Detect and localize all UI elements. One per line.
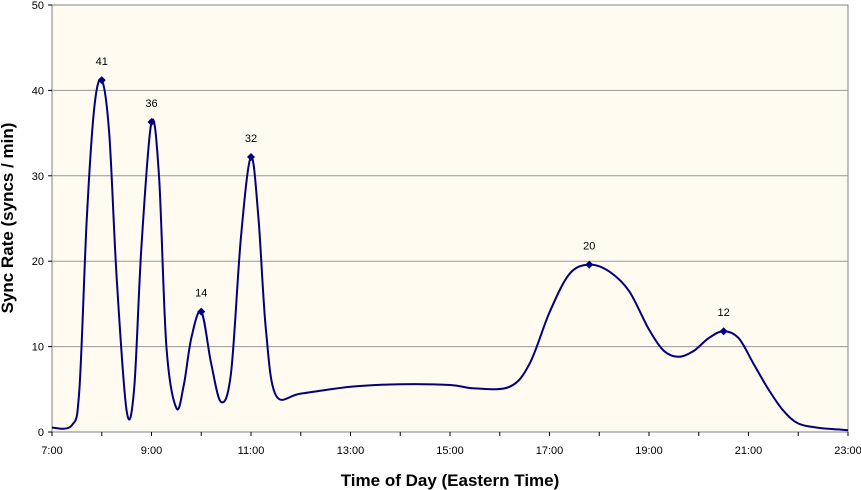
plot-area [51,4,849,433]
data-point-marker [197,307,206,316]
y-tick-label: 0 [38,427,44,439]
y-axis-title: Sync Rate (syncs / min) [0,123,17,314]
data-point-marker [97,76,106,85]
data-point-marker [147,117,156,126]
x-axis-title: Time of Day (Eastern Time) [341,471,560,490]
data-label: 32 [245,133,257,145]
data-label: 12 [718,307,730,319]
data-markers: 41 36 14 32 20 12 [96,56,730,336]
x-tick-label: 21:00 [735,445,763,457]
series-line [51,78,849,432]
data-point-marker [719,327,728,336]
y-tick-label: 20 [32,256,44,268]
y-tick-label: 50 [32,0,44,12]
x-tick-label: 11:00 [238,445,265,457]
data-label: 41 [96,56,108,68]
x-tick-label: 17:00 [536,445,564,457]
y-tick-label: 40 [32,85,44,97]
x-tick-label: 13:00 [337,445,365,457]
gridlines [52,89,848,348]
x-tick-label: 23:00 [834,445,861,457]
x-axis-ticks: 7:00 9:00 11:00 13:00 15:00 17:00 19:00 21:00 23… [41,432,861,457]
data-point-marker [585,260,594,269]
data-label: 20 [583,241,595,253]
x-tick-label: 15:00 [436,445,464,457]
y-tick-label: 10 [32,342,44,354]
y-axis-ticks: 0 10 20 30 40 50 [32,0,52,439]
x-tick-label: 7:00 [41,445,62,457]
data-point-marker [247,153,255,162]
x-tick-label: 19:00 [635,445,663,457]
y-tick-label: 30 [32,171,44,183]
x-tick-label: 9:00 [141,445,162,457]
data-label: 14 [195,288,207,300]
data-label: 36 [145,98,157,110]
